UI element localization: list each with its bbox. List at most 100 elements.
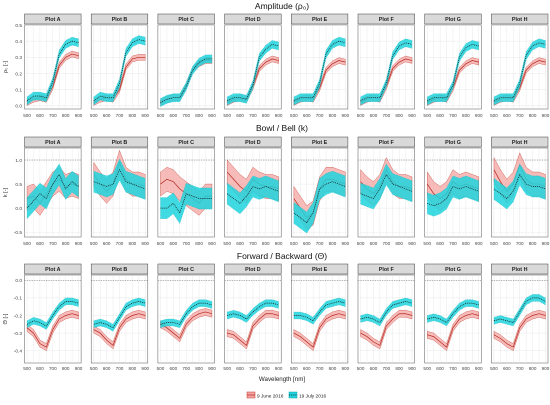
series-line	[26, 173, 79, 209]
x-tick-label: 500	[157, 113, 165, 118]
y-tick-label: -0.3	[14, 331, 23, 337]
x-tick-label: 800	[395, 366, 403, 371]
x-tick-label: 900	[75, 241, 83, 246]
x-tick-label: 900	[141, 113, 149, 118]
series-band	[93, 35, 146, 106]
y-tick-label: 0.1	[15, 87, 22, 93]
series-line	[360, 313, 413, 346]
x-tick-label: 900	[208, 113, 216, 118]
panel: Plot D 500 600 700 800 900	[223, 263, 283, 371]
x-tick-label: 700	[182, 366, 190, 371]
x-tick-label: 500	[223, 113, 231, 118]
series-band	[360, 310, 413, 350]
x-tick-label: 700	[182, 113, 190, 118]
row-title: Bowl / Bell (k)	[256, 123, 308, 133]
panel: Plot C 500 600 700 800 900	[157, 13, 216, 118]
panel-strip	[424, 263, 482, 275]
x-tick-label: 500	[157, 241, 165, 246]
panel-title: Plot A	[45, 267, 60, 273]
x-tick-label: 600	[236, 366, 244, 371]
x-tick-label: 700	[316, 241, 324, 246]
x-tick-label: 600	[503, 241, 511, 246]
x-tick-label: 800	[129, 113, 137, 118]
panel-title: Plot H	[512, 17, 528, 23]
x-tick-label: 500	[490, 241, 498, 246]
panel: Plot F 500 600 700 800 900	[357, 136, 416, 246]
x-tick-label: 600	[370, 113, 378, 118]
panel-title: Plot D	[245, 17, 261, 23]
series-band	[226, 310, 279, 350]
x-tick-label: 900	[141, 241, 149, 246]
x-tick-label: 700	[316, 366, 324, 371]
series-band	[427, 310, 479, 351]
y-tick-label: 1.0	[15, 158, 22, 164]
x-tick-label: 600	[103, 241, 111, 246]
x-tick-label: 800	[462, 366, 470, 371]
panel: Plot E 500 600 700 800 900	[290, 13, 350, 118]
y-tick-label: 0.0	[15, 104, 22, 110]
series-band	[26, 163, 79, 220]
panel-title: Plot E	[312, 140, 328, 146]
x-tick-label: 600	[436, 241, 444, 246]
x-tick-label: 900	[475, 113, 483, 118]
x-tick-label: 600	[370, 366, 378, 371]
x-tick-label: 500	[223, 241, 231, 246]
x-tick-label: 600	[236, 113, 244, 118]
legend-label: 9 June 2016	[257, 394, 284, 400]
x-tick-label: 800	[529, 241, 537, 246]
series-band	[493, 310, 546, 351]
y-tick-label: 0.3	[15, 55, 22, 61]
y-axis-label: Θ [-]	[3, 313, 9, 324]
legend: 9 June 2016 19 July 2016	[246, 391, 327, 400]
panel-strip	[291, 263, 349, 275]
series-line	[160, 193, 212, 214]
panel: Plot H 500 600 700 800 900	[490, 13, 550, 118]
x-tick-label: 600	[436, 113, 444, 118]
series-line	[227, 302, 279, 320]
x-tick-label: 500	[290, 113, 298, 118]
series-line	[293, 301, 346, 322]
series-band	[93, 297, 146, 332]
series-line	[493, 42, 546, 102]
series-line	[160, 58, 212, 103]
panel-strip	[291, 13, 349, 25]
panel-title: Plot F	[379, 140, 395, 146]
x-tick-label: 800	[262, 241, 270, 246]
x-tick-label: 700	[516, 366, 524, 371]
panel-title: Plot A	[45, 17, 60, 23]
series-band	[160, 299, 213, 329]
panel: Plot H 500 600 700 800 900	[490, 136, 550, 246]
panel-strip	[424, 136, 482, 148]
row-title: Forward / Backward (Θ)	[237, 251, 327, 261]
panel: Plot E 500 600 700 800 900	[290, 263, 350, 371]
series-band	[26, 36, 79, 106]
x-tick-label: 900	[275, 241, 283, 246]
x-tick-label: 900	[275, 113, 283, 118]
y-tick-label: 0.0	[15, 278, 22, 284]
x-tick-label: 600	[36, 241, 44, 246]
x-tick-label: 600	[436, 366, 444, 371]
panel: Plot C 500 600 700 800 900	[157, 136, 216, 246]
x-tick-label: 800	[329, 241, 337, 246]
series-band	[93, 310, 146, 350]
x-tick-label: 500	[90, 241, 98, 246]
x-tick-label: 900	[542, 366, 550, 371]
series-line	[360, 42, 413, 102]
x-tick-label: 500	[357, 366, 365, 371]
panel-strip	[24, 263, 82, 275]
x-tick-label: 800	[262, 113, 270, 118]
series-line	[226, 186, 279, 204]
x-tick-label: 600	[236, 241, 244, 246]
x-tick-label: 900	[341, 113, 349, 118]
x-tick-label: 800	[462, 113, 470, 118]
series-band	[93, 158, 146, 200]
x-tick-label: 700	[382, 241, 390, 246]
x-tick-label: 800	[129, 241, 137, 246]
panel-strip	[90, 263, 149, 275]
series-band	[360, 163, 413, 210]
x-tick-label: 500	[90, 113, 98, 118]
panel-title: Plot D	[245, 140, 261, 146]
x-tick-label: 800	[529, 366, 537, 371]
x-tick-label: 500	[23, 241, 31, 246]
